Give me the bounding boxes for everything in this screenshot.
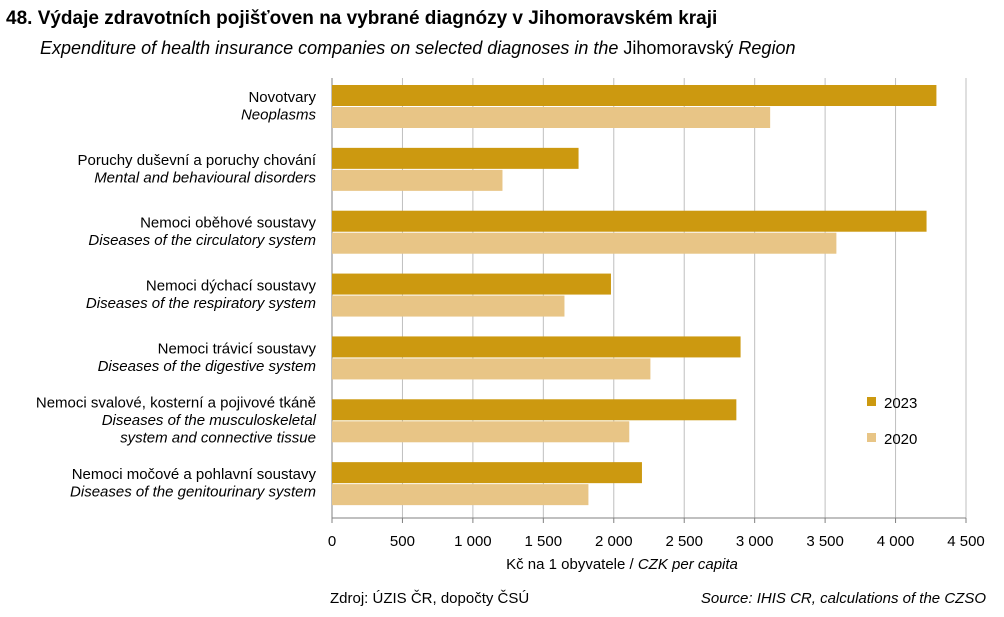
bar-2020 [332, 358, 651, 380]
category-label-cz: Nemoci svalové, kosterní a pojivové tkán… [36, 395, 316, 412]
x-tick-label: 2 000 [595, 533, 633, 550]
x-tick-label: 500 [390, 533, 415, 550]
x-tick-label: 1 000 [454, 533, 492, 550]
bar-2020 [332, 421, 630, 443]
legend-swatch-2023 [867, 397, 876, 406]
bar-2023 [332, 462, 642, 484]
chart-title: 48. Výdaje zdravotních pojišťoven na vyb… [6, 8, 718, 29]
category-label-en: Neoplasms [241, 107, 317, 124]
source-en: Source: IHIS CR, calculations of the CZS… [700, 590, 986, 607]
legend-label-2023: 2023 [884, 395, 917, 412]
x-tick-label: 2 500 [665, 533, 703, 550]
bar-2023 [332, 336, 741, 358]
x-axis-label-cz: Kč na 1 obyvatele / [506, 556, 638, 573]
category-label-cz: Nemoci močové a pohlavní soustavy [72, 466, 317, 483]
x-tick-label: 4 000 [877, 533, 915, 550]
category-label-en: Diseases of the musculoskeletal [102, 412, 317, 429]
subtitle-part: Expenditure of health insurance companie… [40, 38, 624, 58]
bar-2023 [332, 273, 611, 295]
x-axis-label-en: CZK per capita [638, 556, 738, 573]
bar-2023 [332, 210, 927, 232]
bar-2023 [332, 147, 579, 169]
legend-swatch-2020 [867, 433, 876, 442]
category-label-en: Diseases of the genitourinary system [70, 484, 316, 501]
bar-2023 [332, 85, 937, 106]
x-axis-label: Kč na 1 obyvatele / CZK per capita [506, 556, 738, 573]
subtitle-part: Region [733, 38, 796, 58]
subtitle-region: Jihomoravský [623, 38, 734, 58]
bar-2020 [332, 169, 503, 191]
bar-2020 [332, 295, 565, 317]
chart-subtitle: Expenditure of health insurance companie… [40, 38, 795, 59]
bar-2020 [332, 484, 589, 506]
category-label-en: Diseases of the circulatory system [88, 232, 316, 249]
x-tick-label: 3 500 [806, 533, 844, 550]
category-label-cz: Nemoci oběhové soustavy [140, 215, 316, 232]
category-label-en: Diseases of the respiratory system [86, 295, 316, 312]
category-label-en: system and connective tissue [120, 430, 316, 447]
category-label-cz: Nemoci dýchací soustavy [146, 278, 317, 295]
source-cz: Zdroj: ÚZIS ČR, dopočty ČSÚ [330, 590, 530, 607]
x-tick-label: 0 [328, 533, 336, 550]
legend-label-2020: 2020 [884, 431, 917, 448]
x-tick-label: 3 000 [736, 533, 774, 550]
category-label-cz: Poruchy duševní a poruchy chování [78, 152, 317, 169]
bar-2023 [332, 399, 737, 421]
category-label-cz: Nemoci trávicí soustavy [158, 340, 317, 357]
bar-2020 [332, 107, 771, 128]
category-label-en: Mental and behavioural disorders [94, 169, 316, 186]
category-label-en: Diseases of the digestive system [98, 358, 316, 375]
category-label-cz: Novotvary [248, 89, 316, 106]
x-tick-label: 1 500 [525, 533, 563, 550]
bar-2020 [332, 232, 837, 254]
x-tick-label: 4 500 [947, 533, 985, 550]
